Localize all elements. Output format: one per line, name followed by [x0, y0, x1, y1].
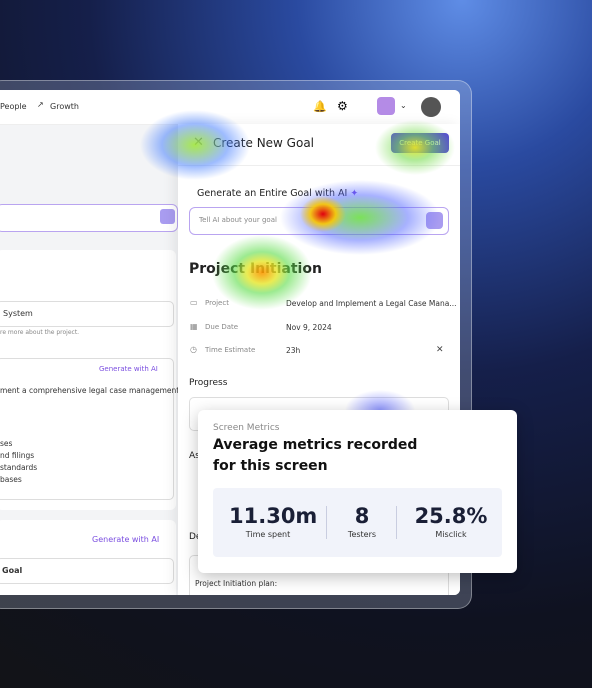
modal-title: Create New Goal — [213, 136, 315, 150]
card-title: for this screen — [213, 458, 328, 474]
left-card — [0, 250, 176, 510]
section-heading: As — [189, 451, 200, 461]
metrics-card: Screen Metrics Average metrics recorded … — [198, 410, 517, 573]
nav-item[interactable]: People — [0, 102, 27, 111]
field-label: Project — [205, 299, 229, 307]
create-button[interactable]: Create Goal — [391, 133, 449, 153]
card-eyebrow: Screen Metrics — [213, 423, 280, 433]
field-label: Due Date — [205, 323, 239, 331]
nav-item[interactable]: Growth — [50, 102, 79, 111]
field-icon: ◷ — [190, 345, 197, 354]
metric-divider — [326, 506, 327, 539]
section-heading: De — [189, 532, 202, 542]
close-icon[interactable]: ✕ — [193, 135, 204, 150]
metric-label: Testers — [347, 530, 377, 539]
left-field[interactable] — [0, 301, 174, 327]
field-value: Nov 9, 2024 — [286, 323, 332, 332]
description-text: Project Initiation plan: — [195, 579, 278, 588]
metric-value: 11.30m — [229, 504, 318, 528]
field-value: Goal — [2, 566, 23, 575]
divider — [178, 165, 460, 166]
generate-link[interactable]: Generate with AI — [99, 365, 158, 373]
field-value: System — [3, 309, 33, 318]
metrics-box: 11.30m Time spent 8 Testers 25.8% Miscli… — [213, 488, 502, 557]
list-item: ses — [0, 439, 13, 448]
left-input[interactable] — [0, 204, 178, 232]
list-item: nd filings — [0, 451, 35, 460]
desc-line: ment a comprehensive legal case manageme… — [0, 386, 180, 395]
generate-link[interactable]: Generate with AI — [92, 535, 160, 544]
ai-heading-text: Generate an Entire Goal with AI — [197, 188, 348, 199]
ai-placeholder: Tell AI about your goal — [199, 216, 277, 224]
metric-label: Time spent — [245, 530, 291, 539]
nav-icon: ↗ — [37, 100, 44, 109]
metric-divider — [396, 506, 397, 539]
section-heading: Progress — [189, 378, 228, 388]
left-send[interactable] — [160, 209, 175, 224]
ai-send[interactable] — [426, 212, 443, 229]
left-card-2 — [0, 520, 176, 595]
card-title: Average metrics recorded — [213, 437, 418, 453]
workspace-avatar[interactable] — [377, 97, 395, 115]
gear-icon[interactable]: ⚙ — [337, 99, 348, 113]
user-avatar[interactable] — [421, 97, 441, 117]
left-desc-box — [0, 358, 174, 500]
metric-value: 8 — [354, 504, 370, 528]
ai-heading: Generate an Entire Goal with AI ✦ — [197, 188, 359, 199]
field-value: Develop and Implement a Legal Case Mana.… — [286, 299, 457, 308]
field-value: 23h — [286, 346, 301, 355]
goal-title: Project Initiation — [189, 261, 322, 277]
metric-label: Misclick — [435, 530, 467, 539]
field-icon: ▭ — [190, 298, 198, 307]
goal-field[interactable] — [0, 558, 174, 584]
clear-icon[interactable]: ✕ — [436, 345, 444, 355]
field-icon: ▦ — [190, 322, 198, 331]
field-label: Time Estimate — [205, 346, 256, 354]
list-item: standards — [0, 463, 38, 472]
chevron[interactable]: ⌄ — [400, 101, 407, 110]
bell-icon[interactable]: 🔔 — [313, 100, 327, 113]
helper-text: re more about the project. — [0, 329, 80, 336]
list-item: bases — [0, 475, 22, 484]
metric-value: 25.8% — [414, 504, 488, 528]
